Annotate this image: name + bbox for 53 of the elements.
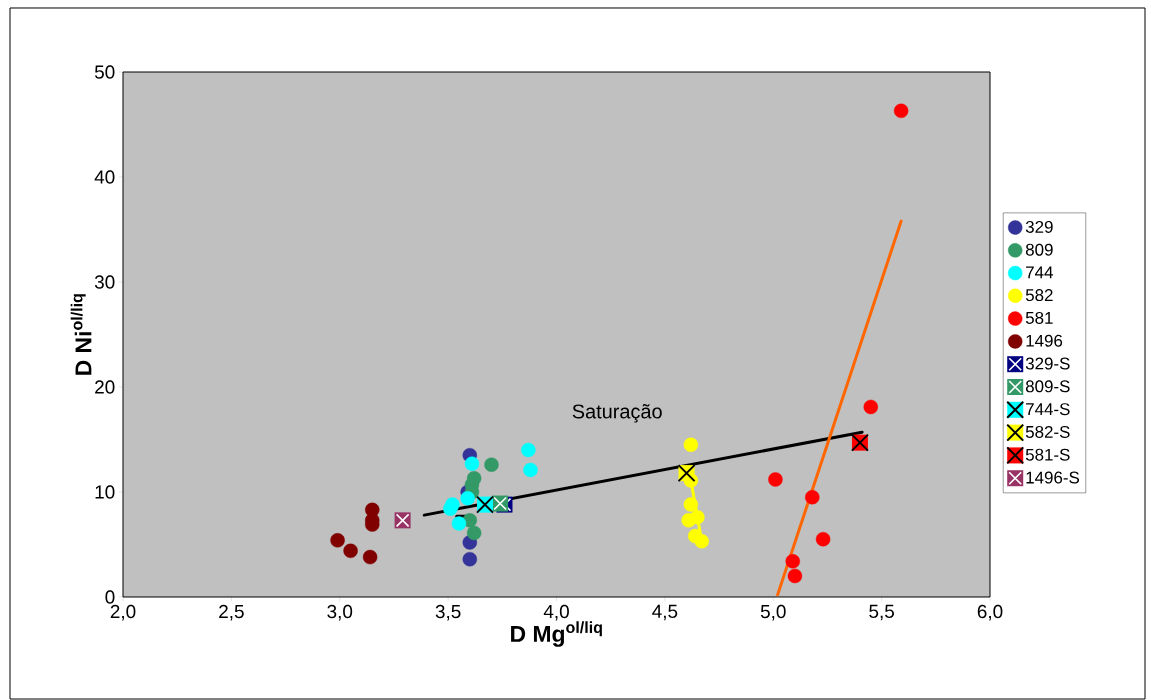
point bbox=[443, 501, 458, 516]
point bbox=[787, 568, 803, 584]
y-tick-label: 30 bbox=[94, 275, 115, 289]
point bbox=[523, 462, 538, 478]
legend-label: 581-S bbox=[1025, 448, 1070, 461]
point bbox=[521, 442, 536, 458]
point bbox=[863, 399, 878, 415]
point bbox=[460, 491, 475, 506]
point bbox=[694, 534, 709, 549]
point bbox=[683, 497, 699, 512]
y-tick-label: 10 bbox=[95, 485, 115, 499]
legend-label: 1496 bbox=[1026, 334, 1063, 347]
x-tick-label: 3,5 bbox=[435, 604, 461, 621]
point bbox=[893, 103, 909, 119]
x-tick-label: 5,5 bbox=[869, 604, 894, 621]
point bbox=[484, 457, 499, 472]
legend-label: 744-S bbox=[1026, 403, 1070, 416]
legend-label: 809 bbox=[1025, 243, 1053, 256]
annotation: Saturação bbox=[572, 403, 662, 423]
point bbox=[683, 437, 699, 452]
legend-label: 582 bbox=[1025, 289, 1053, 302]
point bbox=[330, 533, 345, 548]
point bbox=[464, 456, 480, 471]
legend-label: 581 bbox=[1025, 311, 1053, 324]
point bbox=[815, 532, 831, 547]
y-tick-label: 0 bbox=[105, 590, 115, 604]
x-tick-label: 5,0 bbox=[760, 604, 786, 621]
point bbox=[681, 513, 696, 528]
legend-label: 744 bbox=[1026, 266, 1053, 279]
legend-label: 329-S bbox=[1025, 357, 1070, 370]
y-tick-label: 20 bbox=[95, 380, 115, 394]
x-tick-label: 6,0 bbox=[977, 604, 1003, 621]
y-tick-label: 40 bbox=[94, 170, 115, 184]
x-axis-title: D Mg$^{ol/liq}$ bbox=[511, 621, 602, 647]
legend-label: 329 bbox=[1025, 220, 1053, 233]
y-tick-label: 50 bbox=[94, 65, 115, 79]
point bbox=[462, 552, 477, 567]
x-tick-label: 4,0 bbox=[543, 604, 569, 621]
x-tick-label: 3,0 bbox=[327, 604, 353, 621]
x-tick-label: 2,5 bbox=[219, 604, 244, 621]
point bbox=[451, 516, 467, 531]
point bbox=[466, 525, 482, 541]
x-tick-label: 4,5 bbox=[652, 604, 678, 621]
point bbox=[805, 490, 820, 505]
point bbox=[362, 549, 378, 565]
x-tick-label: 2,0 bbox=[110, 604, 136, 621]
point bbox=[785, 554, 800, 569]
legend-label: 582-S bbox=[1025, 425, 1070, 438]
legend-label: 809-S bbox=[1025, 380, 1070, 393]
point bbox=[768, 472, 783, 487]
legend-label: 1496-S bbox=[1026, 471, 1080, 484]
point bbox=[343, 543, 358, 558]
y-axis-title: D Ni$^{ol/liq}$ bbox=[70, 294, 92, 375]
